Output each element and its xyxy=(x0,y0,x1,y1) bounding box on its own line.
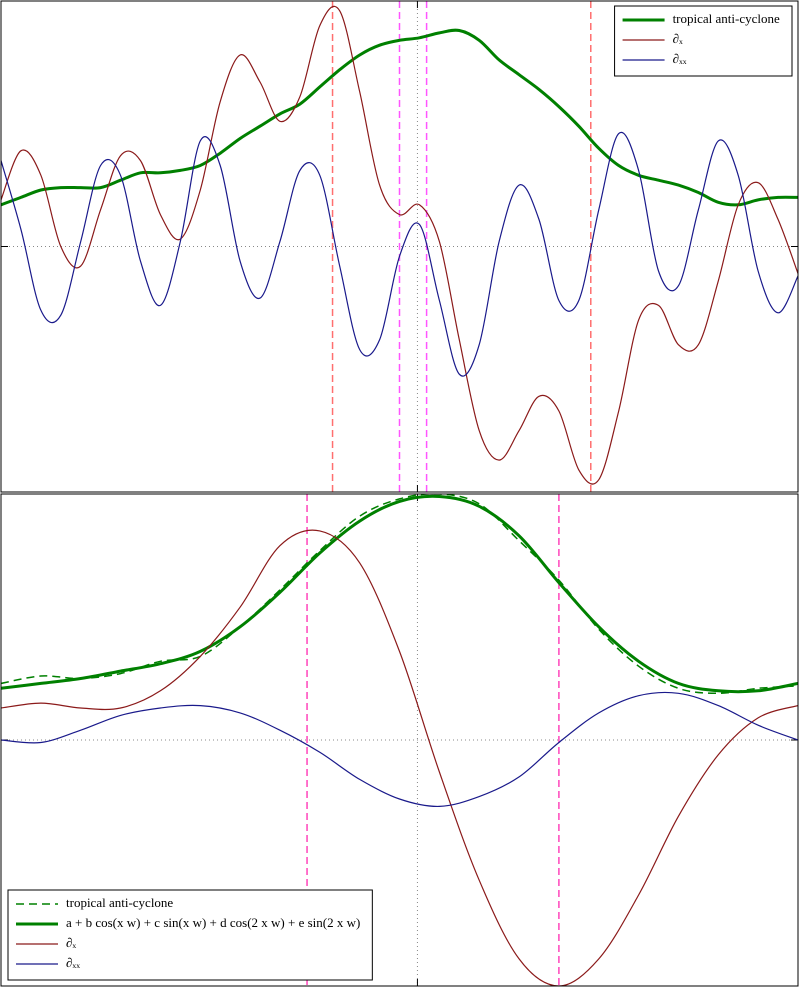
series-line xyxy=(1,5,798,485)
series-line xyxy=(1,28,798,207)
series-line xyxy=(1,691,798,808)
legend-label: tropical anti-cyclone xyxy=(673,11,780,26)
legend-box xyxy=(7,889,373,981)
panel: tropical anti-cyclone ∂ₓ ∂ₓₓ xyxy=(0,0,799,493)
legend-label: tropical anti-cyclone xyxy=(66,895,173,910)
series-line xyxy=(1,494,798,694)
legend-label: a + b cos(x w) + c sin(x w) + d cos(2 x … xyxy=(66,915,360,930)
panel: tropical anti-cyclone a + b cos(x w) + c … xyxy=(0,493,799,987)
legend-box xyxy=(614,5,793,77)
legend-label: ∂ₓₓ xyxy=(66,955,80,970)
legend-label: ∂ₓ xyxy=(673,31,683,46)
plot-frame xyxy=(0,493,799,987)
plot-frame xyxy=(0,0,799,493)
series-line xyxy=(1,529,798,986)
legend: tropical anti-cyclone ∂ₓ ∂ₓₓ xyxy=(614,5,793,77)
series-line xyxy=(1,131,798,377)
legend: tropical anti-cyclone a + b cos(x w) + c … xyxy=(7,889,373,981)
legend-label: ∂ₓ xyxy=(66,935,76,950)
legend-label: ∂ₓₓ xyxy=(673,51,687,66)
